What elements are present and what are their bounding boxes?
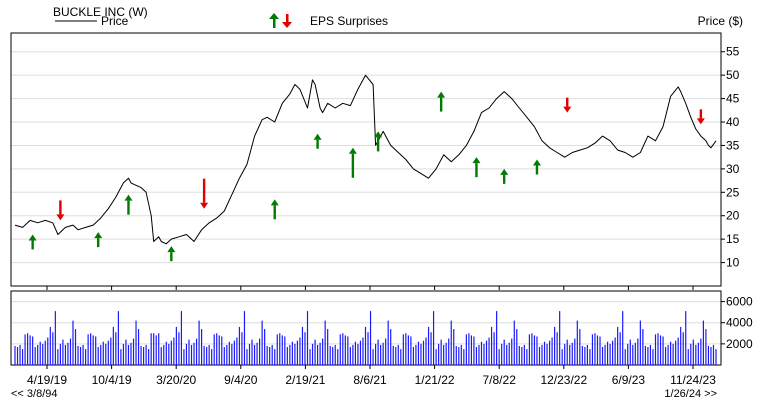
price-tick-label: 50 [726,68,740,82]
price-tick-label: 15 [726,232,740,246]
price-legend-label: Price [101,14,129,28]
price-tick-label: 45 [726,92,740,106]
eps-beat-arrow [270,199,279,220]
x-tick-label: 11/24/23 [670,373,716,387]
eps-beat-arrow [28,234,37,250]
volume-axis-ticks: 2000 4000 6000 [721,295,753,351]
eps-legend-label: EPS Surprises [310,14,388,28]
x-tick-label: 1/21/22 [415,373,455,387]
volume-bars [14,311,717,365]
x-tick-label: 6/9/23 [612,373,646,387]
x-tick-label: 8/6/21 [353,373,387,387]
eps-miss-arrow [563,97,572,113]
price-tick-label: 55 [726,45,740,59]
x-tick-label: 3/20/20 [156,373,196,387]
x-tick-label: 4/19/19 [27,373,67,387]
price-axis-ticks: 10 15 20 25 30 35 40 45 50 55 [721,45,740,270]
eps-beat-arrow [374,131,383,152]
eps-legend-miss-icon [282,14,292,28]
chart-title: BUCKLE INC (W) [53,5,148,19]
eps-beat-arrow [124,194,133,215]
price-tick-label: 25 [726,185,740,199]
price-tick-label: 10 [726,256,740,270]
eps-miss-arrow [200,178,209,209]
x-tick-label: 10/4/19 [92,373,132,387]
eps-miss-arrow [56,200,65,221]
x-tick-label: 7/8/22 [483,373,517,387]
eps-surprise-markers [28,91,705,262]
volume-tick-label: 6000 [726,295,753,309]
price-tick-label: 35 [726,138,740,152]
eps-beat-arrow [167,246,176,262]
nav-back-link[interactable]: << 3/8/94 [11,388,58,400]
price-tick-label: 40 [726,115,740,129]
volume-tick-label: 2000 [726,337,753,351]
grid-lines [11,51,721,345]
eps-beat-arrow [313,133,322,149]
x-tick-label: 9/4/20 [224,373,258,387]
price-line [14,74,717,245]
eps-legend-beat-icon [269,13,279,28]
price-axis-label: Price ($) [698,14,743,28]
x-axis-ticks: 4/19/19 10/4/19 3/20/20 9/4/20 2/19/21 8/6/21… [27,286,716,387]
eps-beat-arrow [94,232,103,248]
eps-miss-arrow [696,109,705,125]
eps-beat-arrow [500,168,509,184]
price-panel-frame [10,32,722,287]
nav-forward-link[interactable]: 1/26/24 >> [664,388,717,400]
price-tick-label: 20 [726,209,740,223]
eps-beat-arrow [472,157,481,178]
volume-tick-label: 4000 [726,316,753,330]
eps-beat-arrow [437,91,446,112]
eps-beat-arrow [532,159,541,175]
eps-beat-arrow [348,147,357,178]
x-tick-label: 12/23/22 [540,373,587,387]
price-tick-label: 30 [726,162,740,176]
x-tick-label: 2/19/21 [285,373,325,387]
